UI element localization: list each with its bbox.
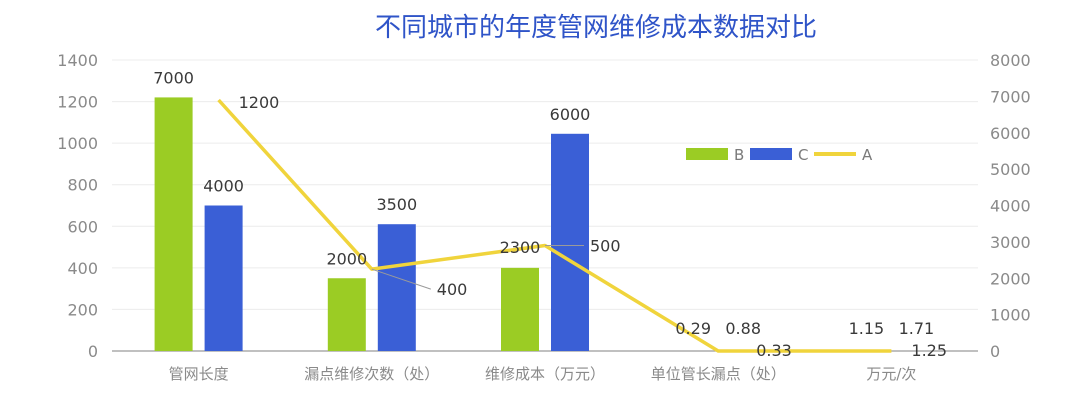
- y-right-tick-label: 4000: [990, 197, 1031, 216]
- bar-C: [204, 205, 243, 351]
- y-right-tick-label: 8000: [990, 51, 1031, 70]
- legend-swatch-C: [750, 148, 792, 160]
- data-label-A: 400: [437, 280, 468, 299]
- bar-B: [154, 97, 193, 352]
- y-right-tick-label: 6000: [990, 124, 1031, 143]
- data-label-A: 1200: [239, 93, 280, 112]
- data-label-B: 7000: [153, 68, 194, 87]
- bar-C: [551, 133, 589, 351]
- bar-B: [501, 267, 539, 351]
- data-label-A: 500: [590, 237, 621, 256]
- y-right-tick-label: 2000: [990, 269, 1031, 288]
- data-label-B: 2000: [326, 249, 367, 268]
- chart-title: 不同城市的年度管网维修成本数据对比: [375, 13, 817, 43]
- y-left-tick-label: 200: [67, 300, 98, 319]
- data-label-C: 1.71: [899, 319, 935, 338]
- bar-B: [327, 278, 366, 351]
- data-label-B: 1.15: [849, 319, 885, 338]
- y-right-tick-label: 7000: [990, 87, 1031, 106]
- y-right-tick-label: 1000: [990, 306, 1031, 325]
- axes: 0 200 400 600 800 1000 1200 1400 0 1000 2000 3000 40…: [57, 51, 1030, 383]
- legend-swatch-B: [686, 148, 728, 160]
- data-label-C: 6000: [550, 105, 591, 124]
- legend-label-C: C: [798, 146, 808, 164]
- leader-line: [371, 268, 431, 290]
- x-tick-label: 管网长度: [169, 365, 229, 383]
- y-left-tick-label: 0: [88, 342, 98, 361]
- legend-label-A: A: [862, 146, 873, 164]
- y-left-tick-label: 800: [67, 176, 98, 195]
- data-labels: 7000 2000 2300 0.29 1.15 4000 3500 6000 0.88 1.71…: [153, 68, 947, 360]
- y-right-tick-label: 0: [990, 342, 1000, 361]
- data-label-C: 4000: [203, 177, 244, 196]
- data-label-C: 3500: [376, 195, 417, 214]
- y-left-tick-label: 1200: [57, 93, 98, 112]
- legend-label-B: B: [734, 146, 744, 164]
- data-label-A: 0.33: [756, 341, 792, 360]
- x-tick-label: 单位管长漏点（处）: [651, 365, 786, 383]
- data-label-B: 2300: [500, 238, 541, 257]
- y-left-tick-label: 1400: [57, 51, 98, 70]
- y-right-tick-label: 3000: [990, 233, 1031, 252]
- data-label-C: 0.88: [725, 319, 761, 338]
- y-left-tick-label: 400: [67, 259, 98, 278]
- y-right-tick-label: 5000: [990, 160, 1031, 179]
- data-label-B: 0.29: [675, 319, 711, 338]
- y-left-tick-label: 1000: [57, 134, 98, 153]
- y-left-tick-label: 600: [67, 217, 98, 236]
- bar-C: [377, 224, 416, 351]
- x-tick-label: 万元/次: [866, 365, 916, 383]
- bars: [154, 97, 589, 352]
- x-tick-label: 漏点维修次数（处）: [304, 365, 439, 383]
- x-tick-label: 维修成本（万元）: [485, 365, 605, 383]
- data-label-A: 1.25: [911, 341, 947, 360]
